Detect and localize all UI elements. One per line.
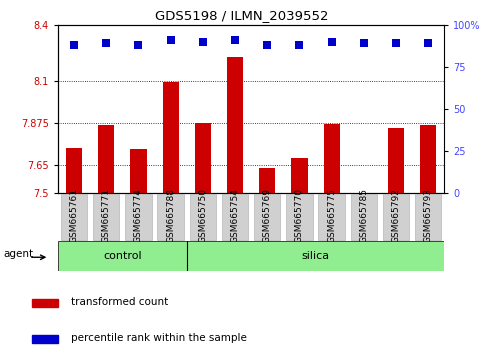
Bar: [130, 149, 146, 193]
Text: GDS5198 / ILMN_2039552: GDS5198 / ILMN_2039552: [155, 9, 328, 22]
Text: GSM665785: GSM665785: [359, 188, 369, 243]
Text: GSM665793: GSM665793: [424, 188, 433, 243]
Bar: [125, 194, 152, 240]
Bar: [259, 168, 275, 193]
Point: [199, 39, 207, 45]
Bar: [383, 194, 409, 240]
Point: [392, 40, 400, 46]
Point: [70, 42, 78, 48]
Text: percentile rank within the sample: percentile rank within the sample: [71, 333, 247, 343]
Text: control: control: [103, 251, 142, 261]
Text: agent: agent: [3, 249, 33, 259]
Bar: [222, 194, 248, 240]
Text: transformed count: transformed count: [71, 297, 169, 307]
Text: GSM665770: GSM665770: [295, 188, 304, 243]
Point: [167, 37, 174, 43]
Point: [135, 42, 142, 48]
Point: [360, 40, 368, 46]
Bar: [254, 194, 281, 240]
Bar: [420, 125, 436, 193]
Text: GSM665769: GSM665769: [263, 188, 272, 243]
Bar: [32, 335, 58, 343]
Bar: [98, 125, 114, 193]
Point: [102, 40, 110, 46]
Text: GSM665761: GSM665761: [70, 188, 79, 243]
Text: silica: silica: [301, 251, 329, 261]
Point: [328, 39, 336, 45]
Text: GSM665788: GSM665788: [166, 188, 175, 243]
Text: GSM665750: GSM665750: [199, 188, 207, 243]
Bar: [66, 148, 82, 193]
Bar: [388, 129, 404, 193]
Bar: [32, 299, 58, 307]
Bar: [187, 241, 444, 271]
Bar: [93, 194, 119, 240]
Text: GSM665774: GSM665774: [134, 188, 143, 243]
Point: [231, 37, 239, 43]
Bar: [163, 82, 179, 193]
Text: GSM665775: GSM665775: [327, 188, 336, 243]
Bar: [286, 194, 313, 240]
Text: GSM665792: GSM665792: [392, 188, 400, 243]
Text: GSM665771: GSM665771: [102, 188, 111, 243]
Bar: [157, 194, 184, 240]
Bar: [324, 124, 340, 193]
Bar: [61, 194, 87, 240]
Bar: [190, 194, 216, 240]
Bar: [318, 194, 345, 240]
Point: [425, 40, 432, 46]
Text: GSM665754: GSM665754: [230, 188, 240, 243]
Point: [263, 42, 271, 48]
Bar: [291, 158, 308, 193]
Bar: [58, 241, 187, 271]
Bar: [195, 123, 211, 193]
Bar: [227, 57, 243, 193]
Point: [296, 42, 303, 48]
Bar: [415, 194, 441, 240]
Bar: [351, 194, 377, 240]
